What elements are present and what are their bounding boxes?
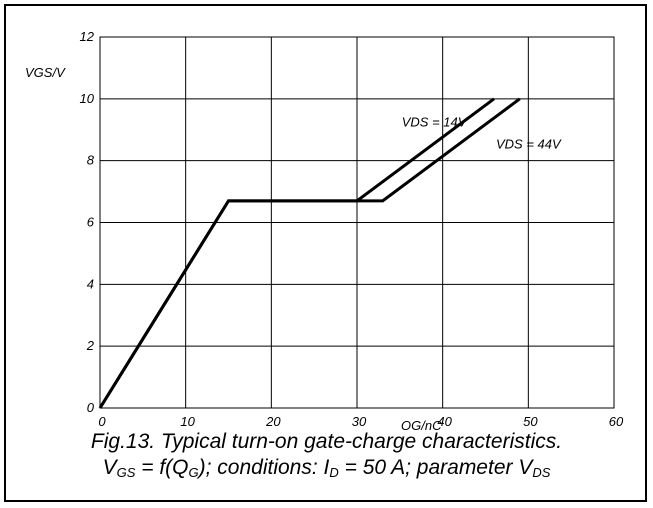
gate-charge-chart: 0 10 20 30 40 50 60 0 2 4 6 8 10 12 QG/nC VGS/V VDS … [25,29,624,430]
y-tick-labels: 0 2 4 6 8 10 12 [80,29,95,415]
caption-ds-sub: DS [532,465,551,480]
y-tick-label: 0 [87,400,95,415]
y-tick-label: 6 [87,215,95,230]
caption-d-sub: D [329,465,339,480]
series-labels: VDS = 14V VDS = 44V [402,115,562,152]
y-tick-label: 10 [80,91,95,106]
caption-g-sub: G [188,465,199,480]
caption-v: V [102,456,117,479]
figure-caption-line-2: VGS = f(QG); conditions: ID = 50 A; para… [0,456,653,480]
x-tick-label: 0 [98,414,106,429]
x-tick-label: 60 [609,414,624,429]
y-tick-label: 2 [86,338,95,353]
series-line [98,97,521,409]
caption-gs-sub: GS [116,465,136,480]
plot-area [99,36,615,409]
figure-caption-line-1: Fig.13. Typical turn-on gate-charge char… [90,430,563,453]
y-tick-label: 4 [87,276,94,291]
figure-frame [4,4,647,502]
caption-cond: ); conditions: I [198,456,330,479]
x-tick-label: 20 [265,414,281,429]
x-tick-label: 30 [352,414,367,429]
x-tick-labels: 0 10 20 30 40 50 60 [98,414,624,429]
x-tick-label: 40 [437,414,452,429]
caption-rest: = 50 A; parameter V [338,456,533,479]
x-tick-label: 10 [180,414,195,429]
x-tick-label: 50 [523,414,538,429]
y-axis-label: VGS/V [25,65,66,80]
x-axis-label: QG/nC [401,418,442,430]
series-label: VDS = 44V [496,136,562,151]
caption-eq: = f(Q [135,456,189,479]
series-lines [98,97,521,409]
y-tick-label: 8 [87,153,95,168]
series-label: VDS = 14V [402,115,468,130]
grid [100,37,614,408]
y-tick-label: 12 [80,29,95,44]
series-line [98,97,495,409]
